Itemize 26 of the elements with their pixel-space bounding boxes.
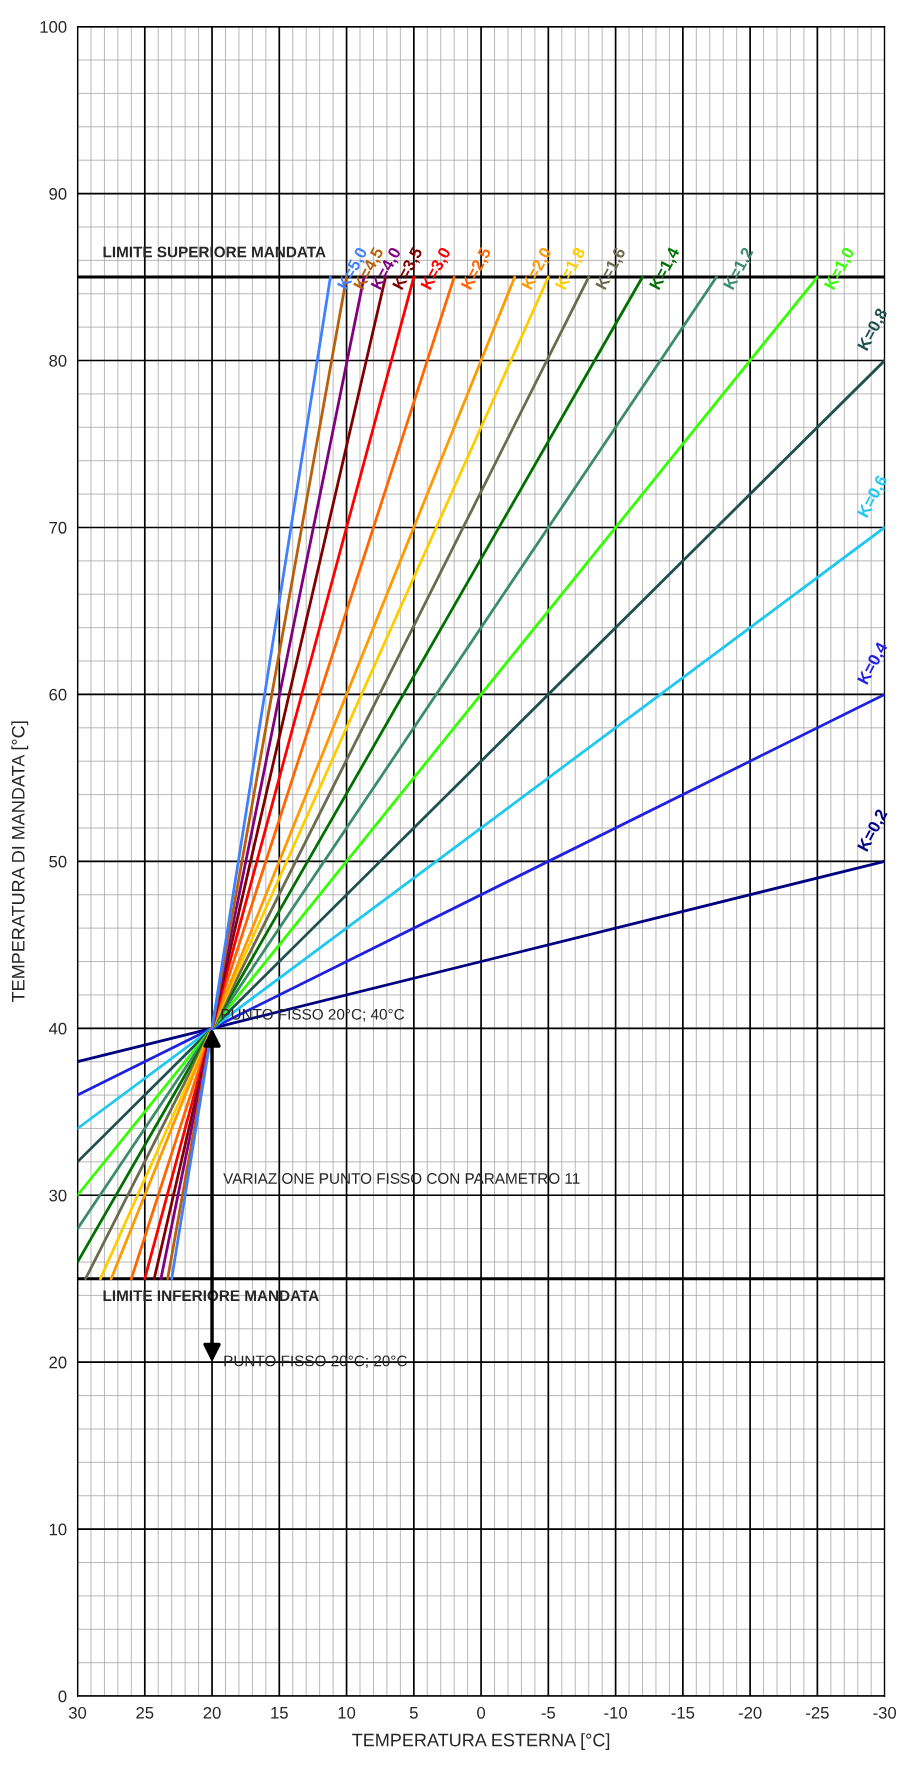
y-tick-label: 20 xyxy=(49,1356,67,1369)
x-axis-title: TEMPERATURA ESTERNA [°C] xyxy=(352,1733,610,1750)
x-tick-label: -5 xyxy=(541,1707,556,1719)
x-tick-label: 15 xyxy=(271,1707,288,1719)
x-tick-label: 5 xyxy=(409,1707,418,1719)
y-tick-label: 0 xyxy=(58,1690,67,1703)
y-tick-label: 40 xyxy=(48,1022,67,1035)
y-tick-label: 70 xyxy=(49,521,67,534)
x-tick-label: 30 xyxy=(68,1706,87,1719)
x-tick-label: -30 xyxy=(873,1706,897,1719)
y-tick-label: 30 xyxy=(49,1189,67,1202)
y-tick-label: 80 xyxy=(49,354,67,367)
x-tick-label: 10 xyxy=(338,1706,356,1719)
x-tick-label: 0 xyxy=(477,1706,486,1719)
y-tick-label: 100 xyxy=(40,21,67,33)
y-axis-title: TEMPERATURA DI MANDATA [°C] xyxy=(11,721,29,1003)
x-tick-label: -20 xyxy=(738,1706,762,1719)
x-tick-label: 20 xyxy=(203,1706,221,1719)
y-tick-label: 10 xyxy=(49,1523,67,1536)
y-tick-label: 50 xyxy=(49,855,67,868)
y-tick-label: 90 xyxy=(49,187,67,200)
x-tick-label: -10 xyxy=(604,1706,627,1719)
x-tick-label: -15 xyxy=(671,1707,695,1719)
x-tick-label: 25 xyxy=(136,1706,154,1719)
y-tick-label: 60 xyxy=(49,688,67,701)
x-tick-label: -25 xyxy=(806,1706,829,1719)
